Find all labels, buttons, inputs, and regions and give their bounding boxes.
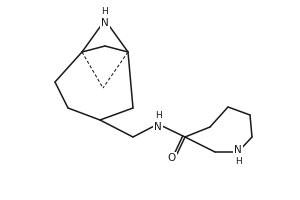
- Text: O: O: [168, 153, 176, 163]
- Text: H: H: [102, 6, 108, 16]
- Text: N: N: [234, 145, 242, 155]
- Text: H: H: [154, 110, 161, 119]
- Text: N: N: [101, 18, 109, 28]
- Text: H: H: [235, 156, 242, 166]
- Text: N: N: [154, 122, 162, 132]
